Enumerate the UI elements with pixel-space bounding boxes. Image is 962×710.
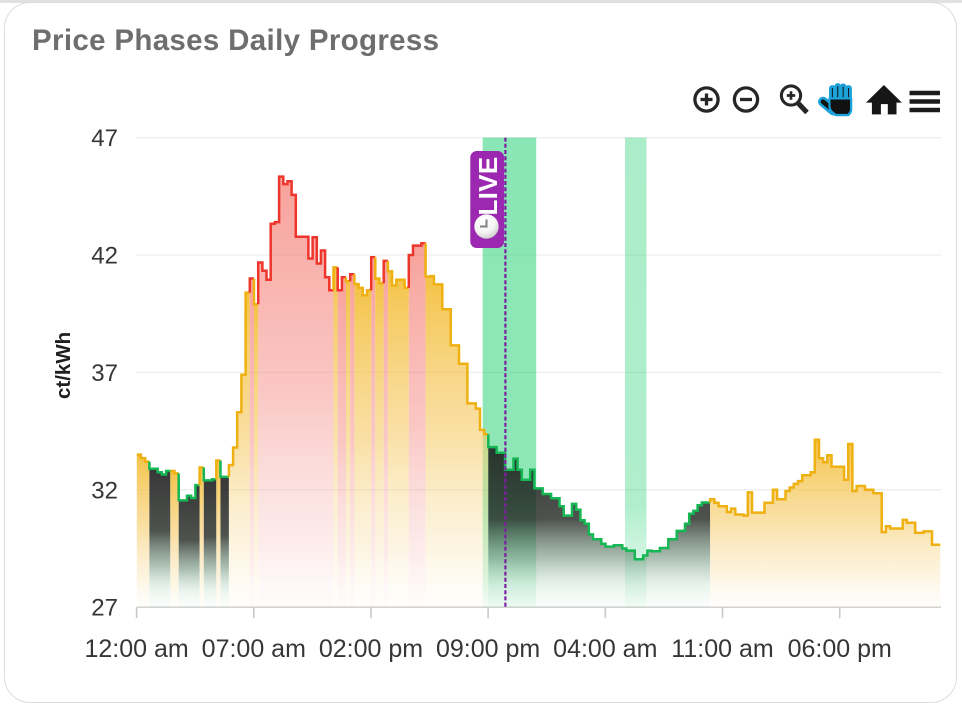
svg-text:12:00 am: 12:00 am	[84, 635, 188, 663]
svg-text:04:00 am: 04:00 am	[553, 635, 657, 663]
svg-text:ct/kWh: ct/kWh	[52, 332, 75, 399]
svg-text:11:00 am: 11:00 am	[671, 635, 773, 663]
svg-text:27: 27	[91, 595, 118, 622]
svg-text:09:00 pm: 09:00 pm	[436, 635, 540, 663]
svg-text:37: 37	[91, 360, 118, 387]
svg-text:02:00 pm: 02:00 pm	[319, 635, 423, 663]
svg-text:42: 42	[91, 243, 118, 270]
svg-text:32: 32	[91, 477, 118, 504]
svg-text:47: 47	[91, 125, 118, 152]
svg-text:07:00 am: 07:00 am	[202, 635, 306, 663]
svg-text:LIVE: LIVE	[473, 157, 503, 216]
svg-text:06:00 pm: 06:00 pm	[788, 635, 892, 663]
